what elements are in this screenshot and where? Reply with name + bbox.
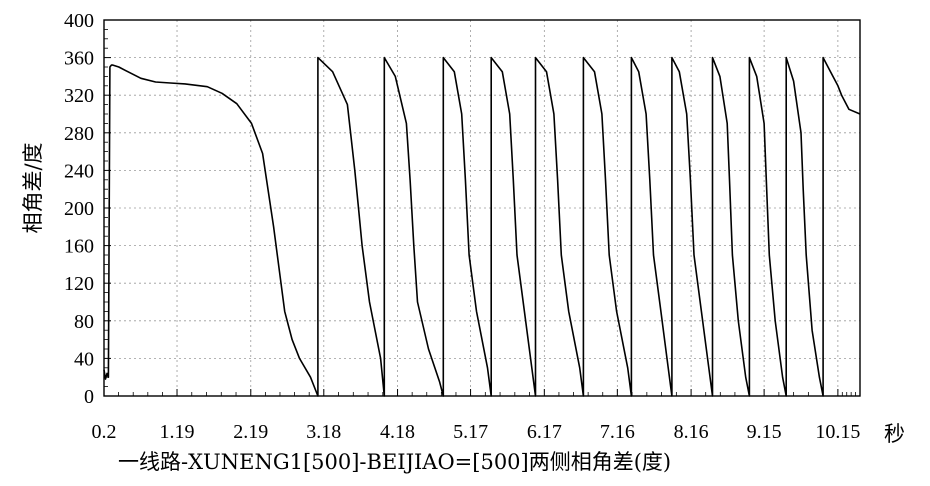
grid	[104, 20, 860, 396]
x-tick-label: 5.17	[453, 421, 488, 443]
y-tick-label: 80	[74, 311, 94, 333]
y-tick-label: 40	[74, 348, 94, 370]
y-tick-label: 160	[64, 236, 94, 258]
x-tick-label: 3.18	[306, 421, 341, 443]
x-tick-label: 7.16	[600, 421, 635, 443]
plot-frame	[103, 19, 861, 397]
x-tick-label: 8.16	[674, 421, 709, 443]
y-tick-label: 0	[84, 386, 94, 408]
x-tick-label: 0.2	[92, 421, 117, 443]
x-tick-label: 6.17	[527, 421, 562, 443]
x-tick-label: 9.15	[747, 421, 782, 443]
y-tick-label: 120	[64, 273, 94, 295]
y-tick-label: 240	[64, 160, 94, 182]
x-axis-ticks: 0.2 1.19 2.19 3.18 4.18 5.17 6.17 7.16 8.16 9.15 1…	[92, 389, 860, 443]
y-tick-label: 200	[64, 198, 94, 220]
x-tick-label: 10.15	[815, 421, 860, 443]
y-tick-label: 320	[64, 85, 94, 107]
x-axis-unit: 秒	[884, 422, 905, 446]
x-tick-label: 1.19	[160, 421, 195, 443]
x-tick-label: 4.18	[380, 421, 415, 443]
series-line-0	[103, 56, 861, 397]
y-axis-ticks: 0 40 80 120 160 200 240 280 320 360 400	[64, 10, 111, 408]
x-tick-label: 2.19	[233, 421, 268, 443]
y-axis-title: 相角差/度	[21, 142, 45, 233]
chart-caption: 一线路-XUNENG1[500]-BEIJIAO=[500]两侧相角差(度)	[118, 450, 672, 474]
y-tick-label: 280	[64, 123, 94, 145]
y-tick-label: 360	[64, 48, 94, 70]
series-layer	[103, 56, 861, 397]
y-tick-label: 400	[64, 10, 94, 32]
